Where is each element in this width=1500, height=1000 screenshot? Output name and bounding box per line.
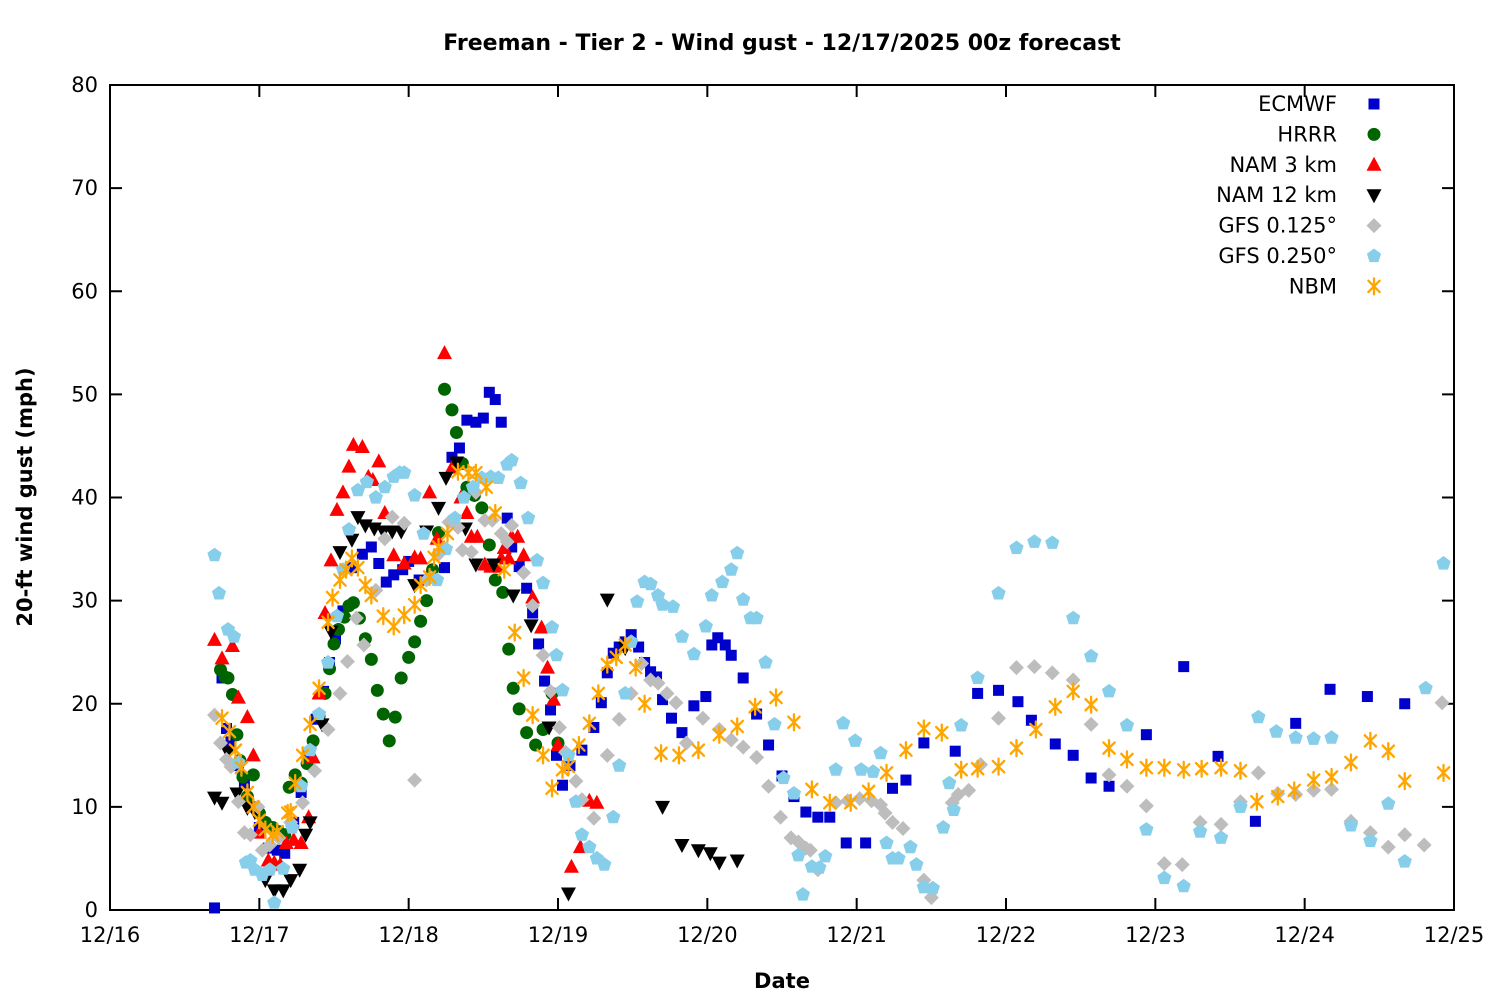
legend-label-ecmwf: ECMWF xyxy=(1258,92,1337,116)
legend-label-hrrr: HRRR xyxy=(1277,122,1337,146)
legend-marker-nbm-icon xyxy=(1367,277,1381,296)
x-tick-label-12-23: 12/23 xyxy=(1125,923,1186,947)
x-tick-label-12-21: 12/21 xyxy=(826,923,887,947)
y-axis-label: 20-ft wind gust (mph) xyxy=(13,367,37,626)
x-tick-label-12-16: 12/16 xyxy=(80,923,141,947)
legend-marker-nam-3-km-icon xyxy=(1366,156,1382,171)
series-hrrr xyxy=(214,382,565,842)
x-tick-label-12-24: 12/24 xyxy=(1274,923,1335,947)
x-tick-label-12-17: 12/17 xyxy=(229,923,290,947)
legend-label-gfs-0-250-: GFS 0.250° xyxy=(1218,244,1337,268)
y-tick-label-20: 20 xyxy=(71,692,98,716)
x-tick-label-12-25: 12/25 xyxy=(1424,923,1485,947)
x-tick-label-12-18: 12/18 xyxy=(378,923,439,947)
legend-label-nbm: NBM xyxy=(1289,274,1337,298)
y-tick-label-60: 60 xyxy=(71,279,98,303)
legend-entry-nam-12-km: NAM 12 km xyxy=(1216,183,1382,207)
x-tick-label-12-22: 12/22 xyxy=(976,923,1037,947)
legend-marker-ecmwf-icon xyxy=(1368,98,1380,110)
legend-entry-nam-3-km: NAM 3 km xyxy=(1229,153,1382,177)
y-tick-label-80: 80 xyxy=(71,73,98,97)
legend-marker-gfs-0-125--icon xyxy=(1366,218,1382,234)
y-tick-label-50: 50 xyxy=(71,382,98,406)
y-tick-label-70: 70 xyxy=(71,176,98,200)
legend-marker-gfs-0-250--icon xyxy=(1366,248,1382,263)
legend-entry-nbm: NBM xyxy=(1289,274,1381,298)
legend-label-gfs-0-125-: GFS 0.125° xyxy=(1218,214,1337,238)
legend-label-nam-12-km: NAM 12 km xyxy=(1216,183,1337,207)
series-nam-12-km xyxy=(207,456,745,902)
plot-points xyxy=(207,345,1451,914)
y-tick-label-0: 0 xyxy=(85,898,98,922)
x-axis-label: Date xyxy=(754,969,810,993)
legend-entry-gfs-0-125-: GFS 0.125° xyxy=(1218,214,1382,238)
legend-label-nam-3-km: NAM 3 km xyxy=(1229,153,1337,177)
x-tick-label-12-19: 12/19 xyxy=(528,923,589,947)
y-tick-label-10: 10 xyxy=(71,795,98,819)
x-tick-label-12-20: 12/20 xyxy=(677,923,738,947)
legend-marker-nam-12-km-icon xyxy=(1366,189,1382,204)
y-tick-label-30: 30 xyxy=(71,589,98,613)
chart-title: Freeman - Tier 2 - Wind gust - 12/17/202… xyxy=(443,31,1121,56)
legend-entry-gfs-0-250-: GFS 0.250° xyxy=(1218,244,1382,268)
series-nbm xyxy=(215,462,1451,844)
y-tick-label-40: 40 xyxy=(71,486,98,510)
plot-frame: 0 10 20 30 40 50 60 70 80 12/16 12/17 12/18 12/19 12/… xyxy=(71,73,1484,947)
legend-entry-ecmwf: ECMWF xyxy=(1258,92,1380,116)
series-ecmwf xyxy=(209,386,1411,914)
plot-legend: ECMWF HRRR NAM 3 km NAM 12 km GFS 0.125° GFS … xyxy=(1216,92,1382,298)
series-nam-3-km xyxy=(207,345,605,873)
legend-marker-hrrr-icon xyxy=(1367,127,1381,141)
legend-entry-hrrr: HRRR xyxy=(1277,122,1381,146)
